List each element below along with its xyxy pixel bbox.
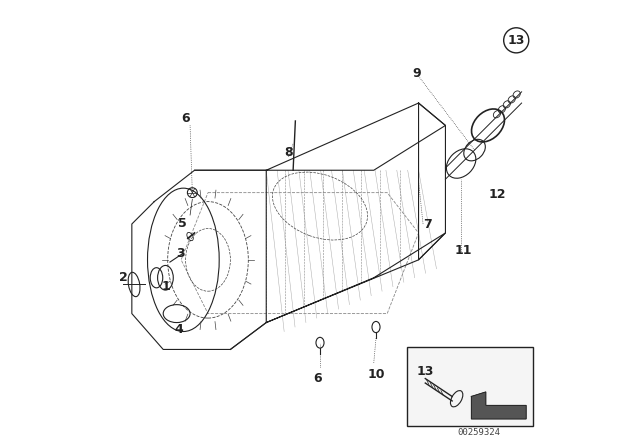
Text: 5: 5 bbox=[178, 216, 186, 230]
FancyBboxPatch shape bbox=[407, 347, 533, 426]
Text: 10: 10 bbox=[367, 367, 385, 381]
Text: 11: 11 bbox=[454, 244, 472, 258]
Text: 6: 6 bbox=[314, 372, 322, 385]
Text: 12: 12 bbox=[488, 188, 506, 202]
Polygon shape bbox=[472, 392, 526, 419]
Text: 6: 6 bbox=[181, 112, 190, 125]
Text: 00259324: 00259324 bbox=[458, 428, 500, 437]
Text: 13: 13 bbox=[508, 34, 525, 47]
Text: 7: 7 bbox=[423, 217, 432, 231]
Text: 9: 9 bbox=[412, 67, 420, 81]
Text: 13: 13 bbox=[417, 365, 434, 378]
Text: 1: 1 bbox=[161, 280, 170, 293]
Text: 2: 2 bbox=[120, 271, 128, 284]
Text: 3: 3 bbox=[176, 246, 184, 260]
Text: 4: 4 bbox=[175, 323, 183, 336]
Text: 8: 8 bbox=[284, 146, 293, 159]
